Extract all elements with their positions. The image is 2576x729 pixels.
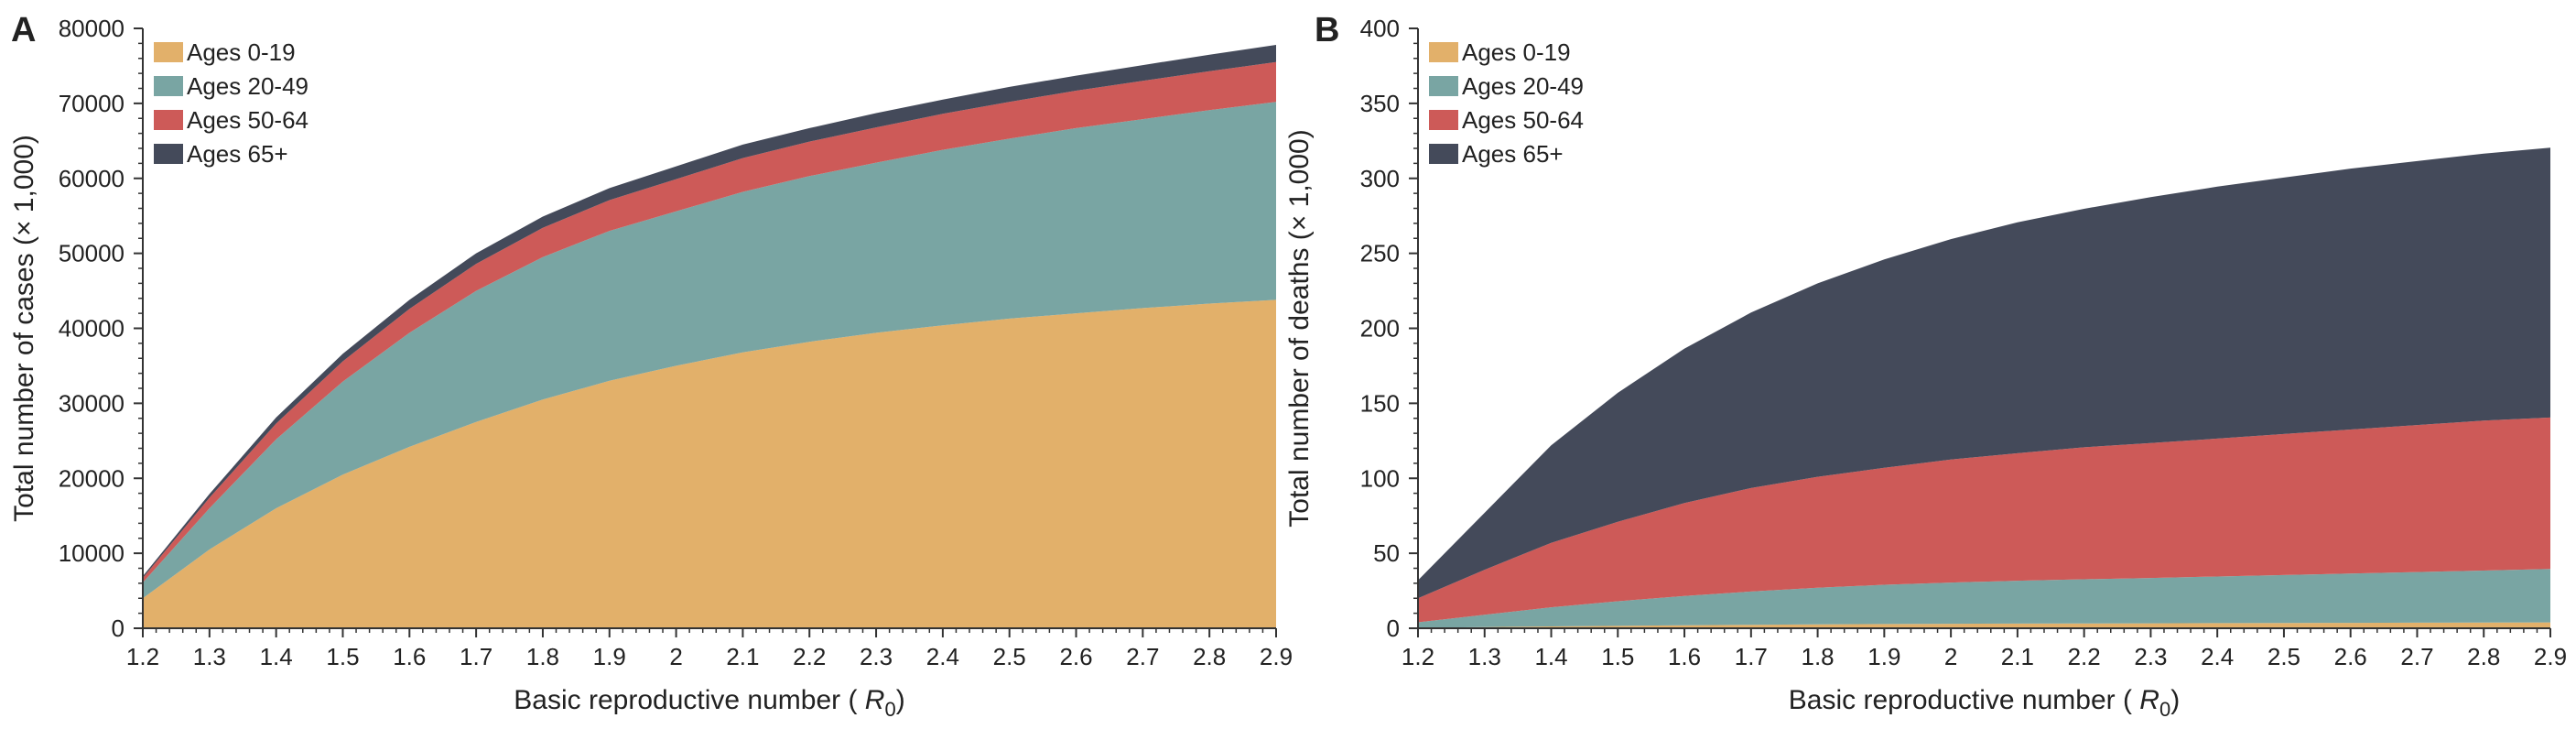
panel-a-legend-swatch	[154, 42, 183, 62]
panel-b-area-ages-0-19	[1418, 622, 2550, 628]
panel-b-x-tick-label: 2.9	[2534, 643, 2567, 670]
panel-a-x-tick-label: 1.9	[593, 643, 626, 670]
panel-b-x-tick-label: 1.4	[1534, 643, 1567, 670]
panel-b-y-tick-label: 0	[1387, 615, 1400, 642]
panel-a-y-tick-label: 50000	[59, 240, 124, 267]
panel-a-legend-label: Ages 50-64	[187, 106, 308, 134]
panel-b-x-tick-label: 1.6	[1668, 643, 1701, 670]
panel-a-area-ages-0-19	[143, 299, 1276, 628]
panel-a-x-tick-label: 1.4	[260, 643, 293, 670]
panel-a-legend-label: Ages 0-19	[187, 38, 296, 66]
panel-b-y-tick-label: 400	[1360, 15, 1400, 42]
panel-b-area-ages-65	[1418, 147, 2550, 599]
panel-b-y-tick-label: 250	[1360, 240, 1400, 267]
panel-a-x-axis-label: Basic reproductive number ( R0)	[514, 685, 904, 721]
panel-b-x-axis-label: Basic reproductive number ( R0)	[1789, 685, 2180, 721]
panel-a-legend-label: Ages 20-49	[187, 72, 308, 100]
panel-b-x-tick-label: 2.5	[2268, 643, 2300, 670]
panel-b-x-tick-label: 2.3	[2134, 643, 2167, 670]
panel-b-x-tick-label: 2.1	[2001, 643, 2034, 670]
panel-a-y-tick-label: 10000	[59, 539, 124, 567]
panel-a-x-tick-label: 1.3	[193, 643, 226, 670]
panel-a-area-ages-50-64	[143, 61, 1276, 583]
panel-b-y-axis-label: Total number of deaths (× 1,000)	[1284, 129, 1315, 527]
panel-a-letter: A	[11, 11, 36, 49]
panel-a-y-tick-label: 70000	[59, 90, 124, 117]
panel-a-y-tick-label: 80000	[59, 15, 124, 42]
panel-a-x-tick-label: 1.5	[326, 643, 359, 670]
panel-b-x-tick-label: 1.7	[1735, 643, 1768, 670]
panel-b-legend-swatch	[1429, 110, 1458, 130]
panel-b-legend-swatch	[1429, 76, 1458, 96]
panel-b-x-tick-label: 2.2	[2068, 643, 2101, 670]
panel-b-y-tick-label: 350	[1360, 90, 1400, 117]
panel-a-x-tick-label: 2.4	[926, 643, 959, 670]
panel-b-y-tick-label: 150	[1360, 389, 1400, 417]
panel-b-y-tick-label: 50	[1373, 539, 1400, 567]
panel-a-y-tick-label: 20000	[59, 464, 124, 492]
panel-b-y-tick-label: 200	[1360, 315, 1400, 343]
panel-a-legend-label: Ages 65+	[187, 140, 288, 168]
panel-a-x-tick-label: 1.2	[126, 643, 159, 670]
panel-a-x-tick-label: 2	[669, 643, 682, 670]
panel-a-legend-swatch	[154, 76, 183, 96]
panel-b-x-tick-label: 1.5	[1601, 643, 1634, 670]
panel-a-y-tick-label: 0	[112, 615, 124, 642]
panel-a-legend: Ages 0-19 Ages 20-49 Ages 50-64 Ages 65+	[154, 38, 308, 168]
panel-b-legend: Ages 0-19 Ages 20-49 Ages 50-64 Ages 65+	[1429, 38, 1584, 168]
panel-a-x-tick-label: 2.5	[993, 643, 1026, 670]
panel-b-y-tick-label: 100	[1360, 464, 1400, 492]
panel-b-legend-swatch	[1429, 144, 1458, 164]
panel-b-legend-label: Ages 50-64	[1462, 106, 1584, 134]
panel-b-x-tick-label: 2.7	[2400, 643, 2433, 670]
panel-b-y-tick-label: 300	[1360, 165, 1400, 192]
panel-b-area-ages-50-64	[1418, 417, 2550, 623]
panel-a-x-tick-label: 2.8	[1193, 643, 1226, 670]
panel-a-y-axis-label: Total number of cases (× 1,000)	[9, 135, 39, 522]
panel-a-x-tick-label: 2.3	[860, 643, 893, 670]
panel-b-legend-label: Ages 0-19	[1462, 38, 1571, 66]
panel-a-legend-swatch	[154, 144, 183, 164]
panel-b-area-ages-20-49	[1418, 569, 2550, 628]
panel-a-legend-swatch	[154, 110, 183, 130]
panel-b-letter: B	[1315, 11, 1339, 49]
panel-a-y-tick-label: 40000	[59, 315, 124, 343]
panel-a-y-tick-label: 30000	[59, 389, 124, 417]
panel-a-x-tick-label: 2.9	[1260, 643, 1293, 670]
panel-b-x-tick-label: 2.4	[2201, 643, 2234, 670]
panel-b-x-tick-label: 1.8	[1802, 643, 1835, 670]
panel-a-x-tick-label: 1.7	[460, 643, 492, 670]
panel-b-legend-swatch	[1429, 42, 1458, 62]
panel-b: 1.2 1.3 1.4 1.5 1.6 1.7 1.8 1.9 2 2.1 2.2 2.3 2.4 2.5…	[1284, 11, 2567, 721]
panel-b-x-tick-label: 2.8	[2467, 643, 2500, 670]
panel-b-x-tick-label: 2.6	[2334, 643, 2367, 670]
panel-a-area-ages-20-49	[143, 102, 1276, 599]
panel-a: 1.2 1.3 1.4 1.5 1.6 1.7 1.8 1.9 2 2.1 2.2 2.3 2.4 2.5…	[9, 11, 1293, 721]
panel-b-x-tick-label: 1.3	[1468, 643, 1501, 670]
panel-a-y-tick-label: 60000	[59, 165, 124, 192]
panel-a-x-tick-label: 2.7	[1126, 643, 1159, 670]
panel-a-x-tick-label: 1.8	[526, 643, 559, 670]
panel-a-x-tick-label: 2.6	[1059, 643, 1092, 670]
panel-b-legend-label: Ages 20-49	[1462, 72, 1584, 100]
panel-b-legend-label: Ages 65+	[1462, 140, 1564, 168]
panel-a-x-tick-label: 2.2	[793, 643, 826, 670]
panel-b-x-tick-label: 1.9	[1867, 643, 1900, 670]
panel-a-x-tick-label: 1.6	[393, 643, 426, 670]
panel-b-x-tick-label: 1.2	[1402, 643, 1434, 670]
panel-a-x-tick-label: 2.1	[726, 643, 759, 670]
panel-b-x-tick-label: 2	[1944, 643, 1957, 670]
